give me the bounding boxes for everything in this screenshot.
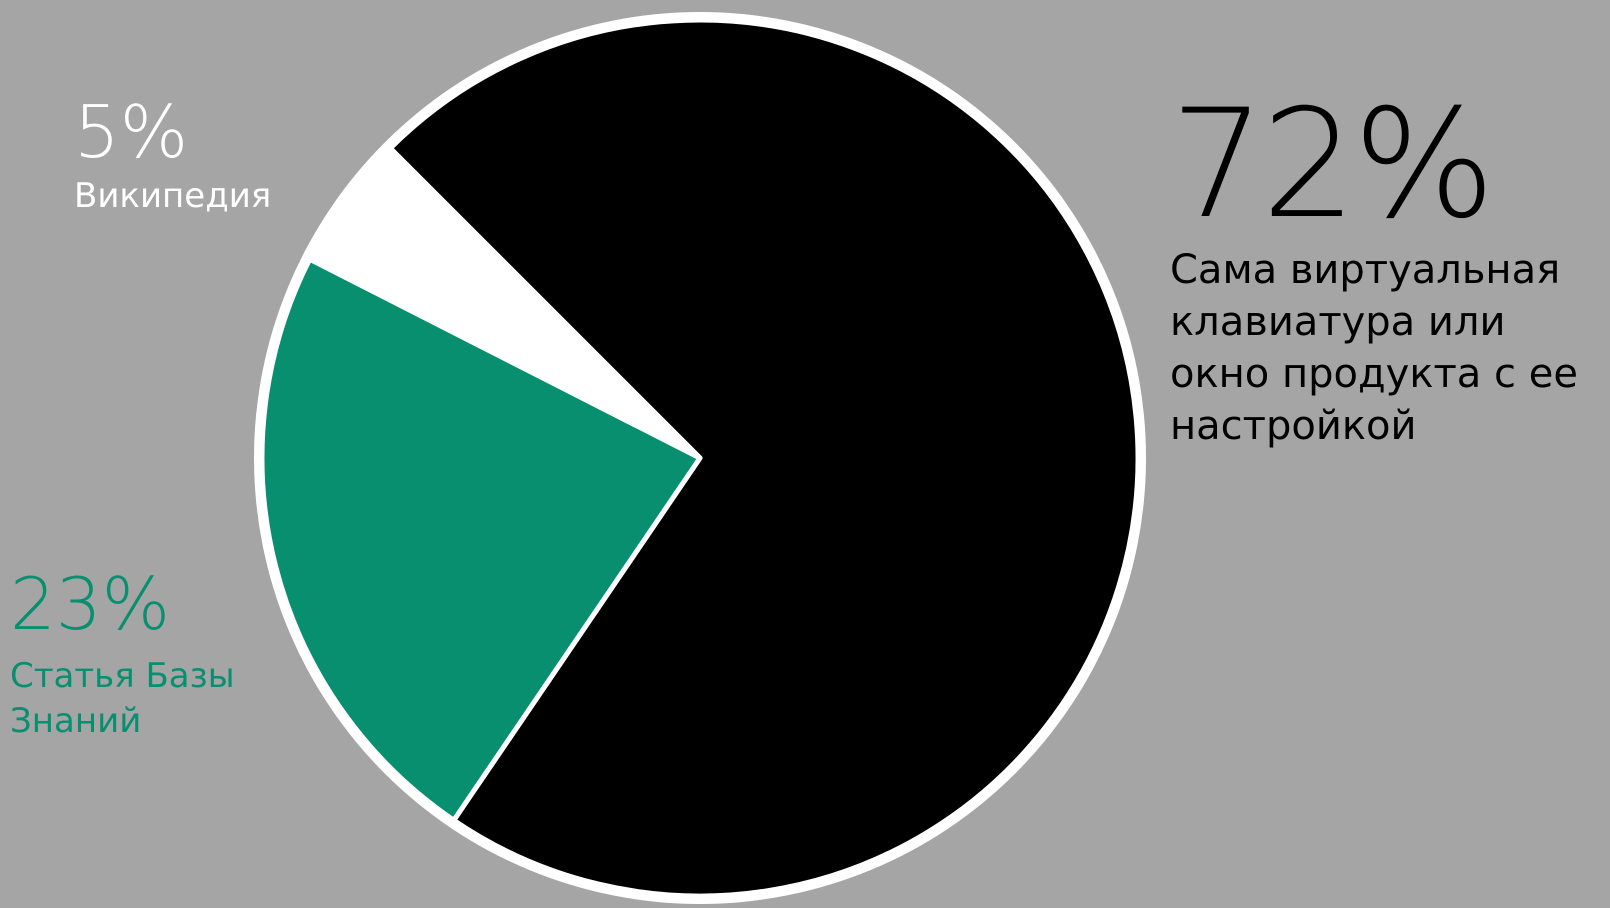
label-wikipedia-percent: 5% [74, 90, 189, 174]
label-wikipedia-text: Википедия [74, 176, 272, 216]
label-virtual-keyboard: 72% Сама виртуальная клавиатура или окно… [1170, 90, 1610, 452]
slice-virtual-keyboard [387, 17, 1141, 899]
pie-slices [259, 17, 1141, 899]
slice-wikipedia [307, 145, 703, 461]
label-knowledge-base: 23% Статья Базы Знаний [10, 568, 280, 744]
label-virtual-keyboard-percent: 72% [1170, 78, 1495, 252]
slice-knowledge-base [259, 256, 703, 823]
label-knowledge-base-percent: 23% [10, 562, 171, 646]
label-virtual-keyboard-text: Сама виртуальная клавиатура или окно про… [1170, 247, 1578, 449]
label-wikipedia: 5% Википедия [74, 96, 271, 219]
label-knowledge-base-text: Статья Базы Знаний [10, 656, 235, 742]
